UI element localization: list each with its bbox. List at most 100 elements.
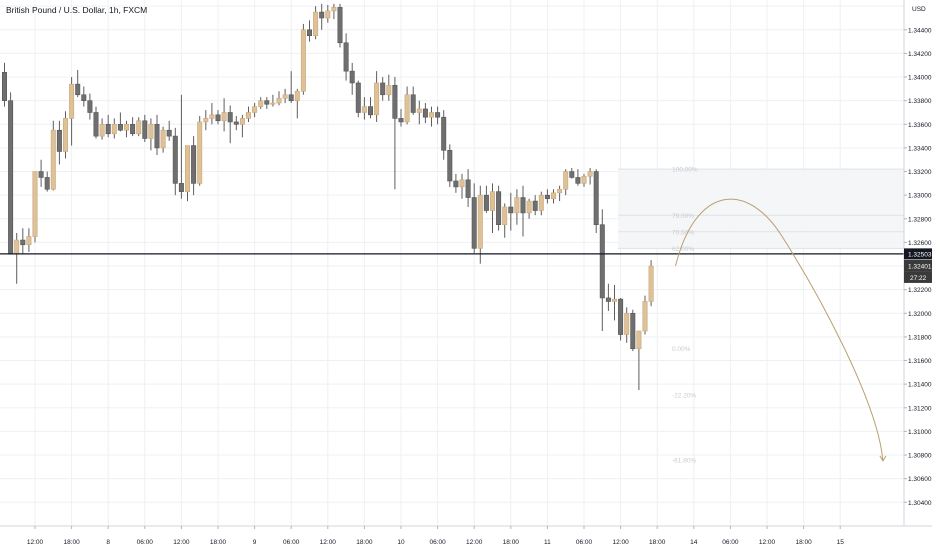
candle [477,185,483,264]
price-tick-label: 1.32200 [908,287,932,294]
candle [544,189,550,204]
candle-body [306,29,312,37]
candle-body [605,297,611,302]
candle-body [392,85,398,119]
candle [569,168,575,179]
candle [62,111,68,159]
candle-body [477,194,483,249]
candle-body [26,236,32,246]
time-tick-label: 12:00 [759,539,776,546]
candle-body [416,108,422,113]
candle [56,120,62,165]
price-axis: USD 1.34400 1.34200 1.34000 1.33800 1.33600 1.… [903,0,932,526]
candle-body [160,129,166,149]
candle [154,114,160,156]
time-tick-label: 15 [837,539,845,546]
candle [246,106,252,122]
projection-arrowhead [879,455,887,462]
candle-body [215,114,221,122]
candle-body [514,197,520,214]
candle-body [599,224,605,299]
candle [38,159,44,187]
candle-body [300,29,306,92]
candle [526,198,532,219]
candle [93,106,99,139]
candle-body [50,129,56,190]
grid [0,0,904,526]
time-tick-label: 06:00 [283,539,300,546]
candle-body [435,112,441,118]
candle-body [508,206,514,214]
candle [471,183,477,254]
candle [514,189,520,225]
candle-body [611,298,617,302]
candle [441,110,447,160]
candle-body [441,116,447,151]
candle-body [130,124,136,135]
candle-body [62,118,68,152]
candle [300,23,306,95]
candle-body [294,90,300,101]
candle [496,185,502,231]
candle [618,297,624,341]
price-tick-label: 1.31800 [908,334,932,341]
candle [435,106,441,125]
candle-body [75,83,81,96]
candle [81,86,87,107]
candle [380,77,386,101]
candle-body [105,124,111,135]
candle-body [642,301,648,332]
price-tick-label: 1.32000 [908,311,932,318]
candle [32,171,38,243]
candle [325,5,331,23]
candle-body [532,200,538,211]
candle [611,284,617,321]
candle-body [117,124,123,131]
candle [117,112,123,132]
candle-body [166,129,172,137]
candle-body [319,11,325,19]
candle-body [648,265,654,302]
candle-body [258,100,264,107]
candle-body [593,171,599,226]
candle [422,103,428,124]
candle-body [185,145,191,192]
fib-zone [618,169,904,249]
candle-body [178,183,184,192]
candle [276,91,282,106]
candle [636,330,642,391]
current-price-tag [904,259,932,272]
candle-body [1,72,8,101]
candle [166,120,172,141]
candle [270,94,276,107]
fib-label: -61.80% [672,457,696,464]
candle [642,295,648,335]
time-tick-label: 12:00 [320,539,337,546]
time-tick-label: 11 [544,539,551,546]
candle-body [288,94,294,101]
candle [142,114,148,143]
candle [599,209,605,332]
candle [258,97,264,109]
candle-body [282,94,288,99]
candle-body [343,42,349,72]
candle-body [447,149,453,182]
candle [593,169,599,233]
candle-body [87,100,93,113]
candle [337,3,343,48]
candle [581,173,587,187]
candle [532,195,538,216]
time-tick-label: 12:00 [466,539,483,546]
candle-body [136,120,142,135]
time-tick-label: 06:00 [429,539,446,546]
candle-body [8,100,14,255]
candle-body [557,188,563,194]
candle-body [69,83,75,119]
candle-body [142,120,148,139]
candle [178,94,184,199]
candle-body [172,135,178,184]
candle-body [111,124,117,135]
